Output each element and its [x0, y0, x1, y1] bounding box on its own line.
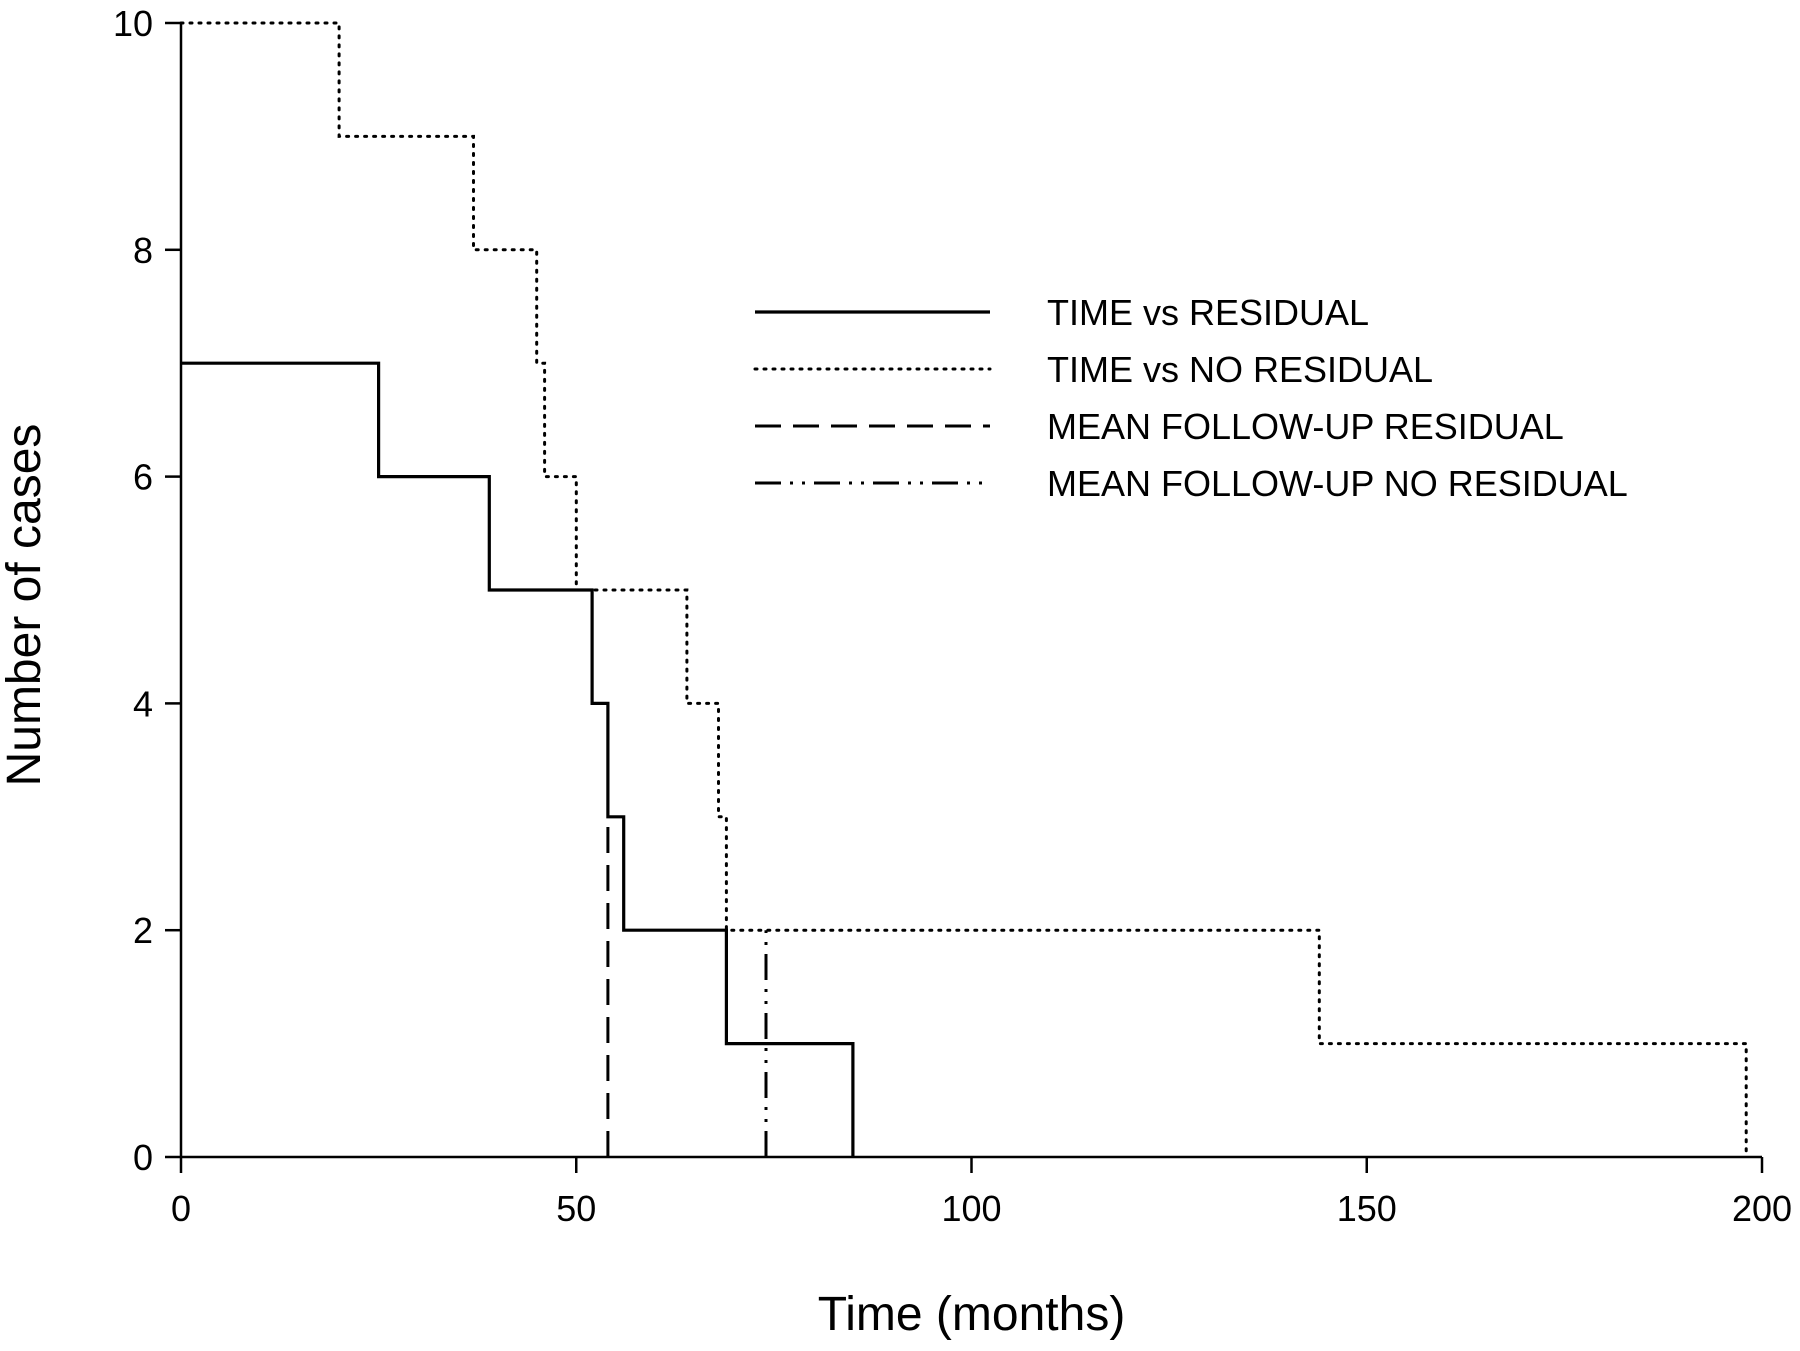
y-tick-label: 4	[133, 683, 153, 724]
x-axis-title: Time (months)	[818, 1288, 1126, 1341]
x-tick-label: 150	[1337, 1188, 1397, 1229]
x-tick-label: 50	[556, 1188, 596, 1229]
series-layer	[179, 21, 1748, 1159]
x-tick-label: 200	[1732, 1188, 1792, 1229]
x-tick-label: 100	[941, 1188, 1001, 1229]
y-axis-title: Number of cases	[0, 424, 51, 787]
legend: TIME vs RESIDUAL TIME vs NO RESIDUAL MEAN …	[753, 292, 1628, 504]
y-ticks: 0 2 4 6 8 10	[113, 3, 181, 1178]
y-tick-label: 10	[113, 3, 153, 44]
y-tick-label: 8	[133, 230, 153, 271]
plot-area: 0 50 100 150 200 0 2 4 6 8 10	[113, 3, 1792, 1229]
y-tick-label: 6	[133, 457, 153, 498]
legend-label-2: TIME vs NO RESIDUAL	[1047, 349, 1433, 390]
series-line-2	[179, 21, 1748, 1159]
y-tick-label: 0	[133, 1137, 153, 1178]
series-line-1	[181, 361, 855, 1157]
legend-label-1: TIME vs RESIDUAL	[1047, 292, 1369, 333]
x-ticks: 0 50 100 150 200	[171, 1157, 1792, 1229]
legend-label-3: MEAN FOLLOW-UP RESIDUAL	[1047, 406, 1564, 447]
legend-label-4: MEAN FOLLOW-UP NO RESIDUAL	[1047, 463, 1628, 504]
x-tick-label: 0	[171, 1188, 191, 1229]
y-tick-label: 2	[133, 910, 153, 951]
